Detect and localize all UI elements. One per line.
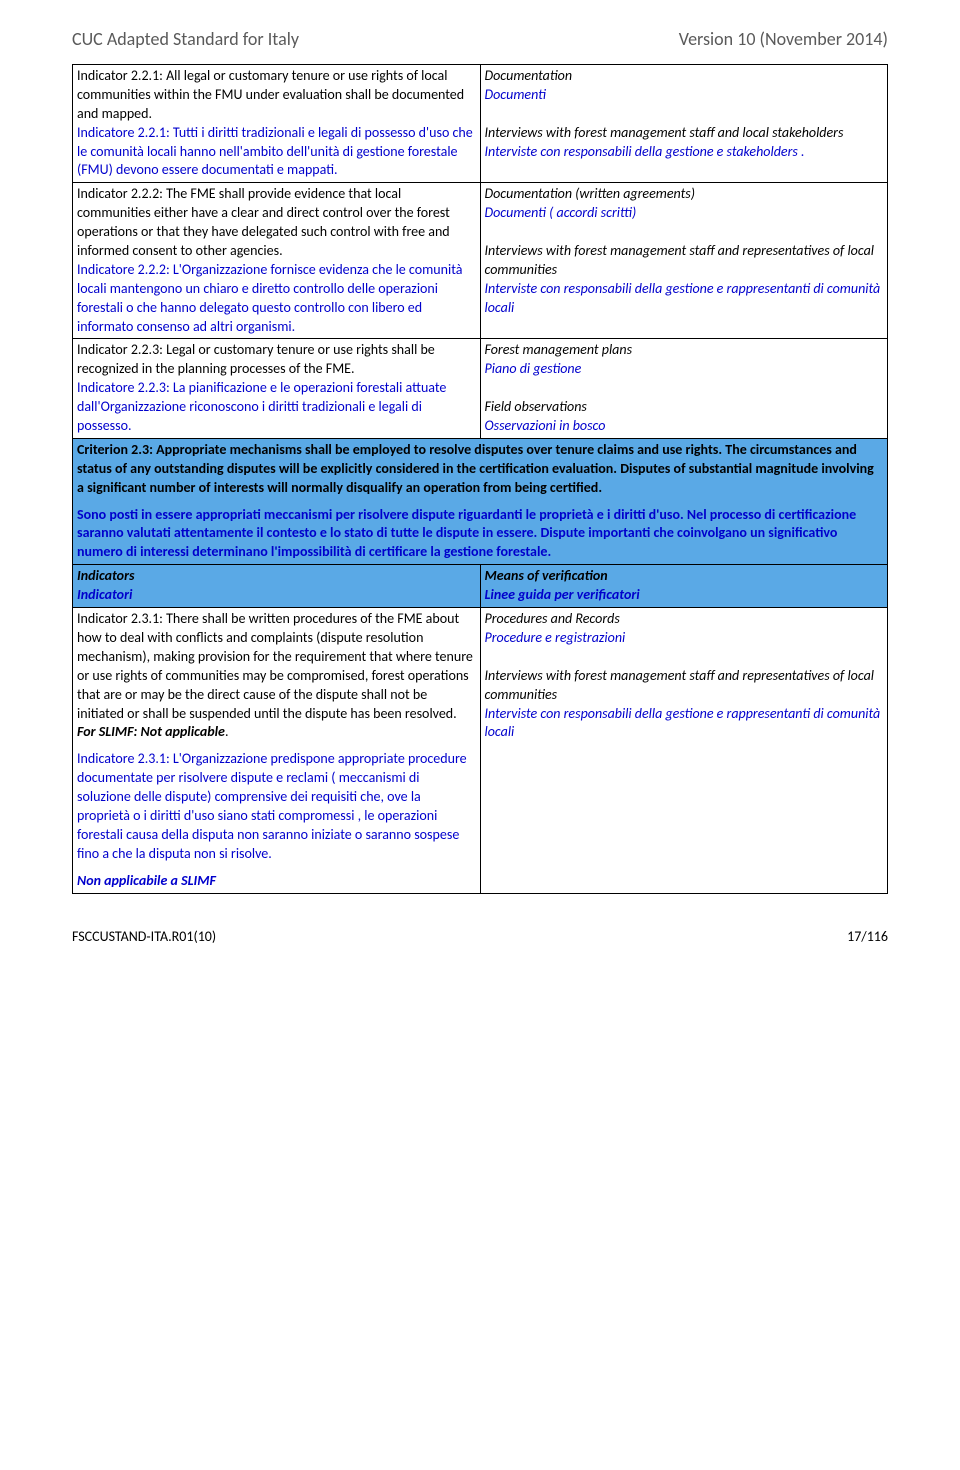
verification-en: Field observations (485, 398, 587, 415)
verification-it: Interviste con responsabili della gestio… (485, 705, 881, 741)
header-it: Indicatori (77, 586, 132, 603)
footer-left: FSCCUSTAND-ITA.R01(10) (72, 928, 216, 945)
indicator-text-en: Indicator 2.2.3: Legal or customary tenu… (77, 341, 435, 377)
header-it: Linee guida per verificatori (485, 586, 640, 603)
indicator-text-en: Indicator 2.2.2: The FME shall provide e… (77, 185, 450, 259)
criterion-en: Criterion 2.3: Appropriate mechanisms sh… (77, 441, 874, 496)
verification-en: Documentation (written agreements) (485, 185, 696, 202)
verification-en: Interviews with forest management staff … (485, 124, 844, 141)
verification-en: Interviews with forest management staff … (485, 667, 874, 703)
indicators-header-left: Indicators Indicatori (73, 565, 481, 608)
indicator-text-it: Indicatore 2.2.3: La pianificazione e le… (77, 379, 446, 434)
verification-cell: Documentation Documenti Interviews with … (480, 65, 888, 183)
page-footer: FSCCUSTAND-ITA.R01(10) 17/116 (72, 928, 888, 945)
indicator-cell: Indicator 2.3.1: There shall be written … (73, 608, 481, 893)
header-en: Means of verification (485, 567, 608, 584)
table-row: Indicator 2.2.3: Legal or customary tenu… (73, 339, 888, 438)
indicators-header-row: Indicators Indicatori Means of verificat… (73, 565, 888, 608)
verification-it: Osservazioni in bosco (485, 417, 606, 434)
standards-table: Indicator 2.2.1: All legal or customary … (72, 64, 888, 894)
header-left: CUC Adapted Standard for Italy (72, 28, 299, 50)
indicator-text-it: Indicatore 2.2.2: L'Organizzazione forni… (77, 261, 462, 335)
indicator-text-en: Indicator 2.3.1: There shall be written … (77, 610, 473, 721)
indicator-cell: Indicator 2.2.2: The FME shall provide e… (73, 183, 481, 339)
criterion-row: Criterion 2.3: Appropriate mechanisms sh… (73, 438, 888, 564)
verification-it: Interviste con responsabili della gestio… (485, 143, 805, 160)
verification-cell: Documentation (written agreements) Docum… (480, 183, 888, 339)
footer-right: 17/116 (847, 928, 888, 945)
indicators-header-right: Means of verification Linee guida per ve… (480, 565, 888, 608)
header-en: Indicators (77, 567, 135, 584)
verification-it: Procedure e registrazioni (485, 629, 626, 646)
verification-cell: Procedures and Records Procedure e regis… (480, 608, 888, 893)
indicator-text-it: Indicatore 2.2.1: Tutti i diritti tradiz… (77, 124, 473, 179)
criterion-it: Sono posti in essere appropriati meccani… (77, 506, 856, 561)
slimf-note-it: Non applicabile a SLIMF (77, 872, 216, 889)
criterion-cell: Criterion 2.3: Appropriate mechanisms sh… (73, 438, 888, 564)
indicator-text-it: Indicatore 2.3.1: L'Organizzazione predi… (77, 750, 467, 861)
verification-en: Interviews with forest management staff … (485, 242, 874, 278)
indicator-cell: Indicator 2.2.1: All legal or customary … (73, 65, 481, 183)
verification-en: Forest management plans (485, 341, 633, 358)
slimf-note: For SLIMF: Not applicable (77, 723, 225, 740)
verification-cell: Forest management plans Piano di gestion… (480, 339, 888, 438)
table-row: Indicator 2.3.1: There shall be written … (73, 608, 888, 893)
header-right: Version 10 (November 2014) (679, 28, 888, 50)
indicator-text-en: Indicator 2.2.1: All legal or customary … (77, 67, 464, 122)
indicator-cell: Indicator 2.2.3: Legal or customary tenu… (73, 339, 481, 438)
verification-it: Documenti (485, 86, 546, 103)
verification-en: Documentation (485, 67, 573, 84)
verification-it: Interviste con responsabili della gestio… (485, 280, 881, 316)
verification-it: Documenti ( accordi scritti) (485, 204, 637, 221)
table-row: Indicator 2.2.2: The FME shall provide e… (73, 183, 888, 339)
verification-it: Piano di gestione (485, 360, 582, 377)
page-header: CUC Adapted Standard for Italy Version 1… (72, 28, 888, 50)
verification-en: Procedures and Records (485, 610, 620, 627)
table-row: Indicator 2.2.1: All legal or customary … (73, 65, 888, 183)
